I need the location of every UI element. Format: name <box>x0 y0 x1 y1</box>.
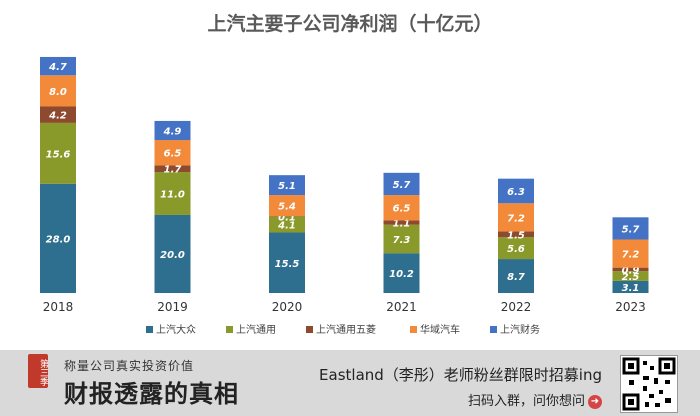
data-label: 0.1 <box>278 212 296 223</box>
data-label: 28.0 <box>46 234 71 245</box>
bar-segment <box>269 216 305 233</box>
bar-segment <box>498 237 534 260</box>
data-label: 4.2 <box>48 111 67 122</box>
data-label: 3.1 <box>622 283 640 294</box>
data-label: 5.1 <box>278 181 296 192</box>
data-label: 6.5 <box>393 204 411 215</box>
bar-segment <box>269 232 305 293</box>
bar-segment <box>40 56 76 76</box>
bar-segment <box>383 195 420 221</box>
data-label: 6.3 <box>507 187 525 198</box>
legend: 上汽大众 上汽通用 上汽通用五菱 华域汽车 上汽财务 <box>146 323 540 336</box>
x-tick-label: 2021 <box>386 300 417 314</box>
bar-segment <box>40 122 76 184</box>
promo-line-2: 扫码入群，问你想问 ➜ <box>468 390 602 409</box>
data-label: 5.7 <box>393 180 411 191</box>
bar-segment <box>383 253 420 293</box>
legend-swatch <box>410 326 417 333</box>
x-tick-label: 2023 <box>615 300 646 314</box>
bars-group: 28.0 15.6 4.2 8.0 4.7 20.0 11.0 1.7 6.5 4.9 15.5 4.… <box>40 56 649 294</box>
data-label: 4.1 <box>277 221 296 232</box>
bar-segment <box>498 259 534 293</box>
promo-banner <box>0 350 700 416</box>
data-label: 15.6 <box>46 149 71 160</box>
legend-label: 上汽大众 <box>156 323 196 336</box>
bar-segment <box>498 203 534 232</box>
chart-title: 上汽主要子公司净利润（十亿元） <box>207 12 492 35</box>
bar-segment <box>40 183 76 293</box>
legend-label: 上汽财务 <box>500 323 540 336</box>
data-label: 4.7 <box>48 62 67 73</box>
x-axis: 2018 2019 2020 2021 2022 2023 <box>43 300 646 314</box>
bar-segment <box>612 267 649 272</box>
arrow-right-circle-icon[interactable]: ➜ <box>588 394 602 409</box>
data-label: 11.0 <box>160 190 185 201</box>
data-label: 20.0 <box>160 250 185 261</box>
data-label: 2.5 <box>622 272 640 283</box>
promo-line-2-text: 扫码入群，问你想问 <box>467 394 585 409</box>
data-label: 5.4 <box>278 202 296 213</box>
legend-label: 华域汽车 <box>420 323 460 336</box>
x-tick-label: 2022 <box>501 300 532 314</box>
data-label: 8.0 <box>49 87 67 98</box>
data-label: 8.7 <box>507 272 525 283</box>
bar-segment <box>154 120 191 141</box>
season-badge: 第三季 <box>28 354 48 388</box>
stacked-bar-chart: 上汽主要子公司净利润（十亿元） 28.0 15.6 4.2 8.0 4.7 20.0 11.… <box>40 12 649 336</box>
qr-code-icon <box>622 357 676 411</box>
x-tick-label: 2018 <box>43 300 74 314</box>
bar-segment <box>154 172 191 215</box>
legend-swatch <box>490 326 497 333</box>
data-label: 6.5 <box>164 149 182 160</box>
bar-segment <box>269 195 305 217</box>
promo-line-1: Eastland（李彤）老师粉丝群限时招募ing <box>319 366 602 384</box>
data-label: 1.1 <box>393 219 411 230</box>
bar-segment <box>498 231 534 238</box>
bar-segment <box>612 217 649 240</box>
x-tick-label: 2020 <box>272 300 303 314</box>
bar-segment <box>498 178 534 204</box>
data-label: 15.5 <box>275 259 300 270</box>
qr-code[interactable] <box>620 355 678 413</box>
bar-segment <box>154 214 191 293</box>
x-tick-label: 2019 <box>157 300 188 314</box>
bar-segment <box>383 220 420 225</box>
bar-segment <box>383 224 420 254</box>
data-label: 5.6 <box>507 244 525 255</box>
bar-segment <box>612 239 649 268</box>
banner-subtitle: 称量公司真实投资价值 <box>64 359 195 373</box>
bar-segment <box>40 75 76 107</box>
bar-segment <box>612 271 649 281</box>
bar-segment <box>383 172 420 196</box>
data-label: 10.2 <box>389 269 414 280</box>
data-label: 1.7 <box>164 165 182 176</box>
legend-swatch <box>146 326 153 333</box>
legend-swatch <box>226 326 233 333</box>
bar-segment <box>40 106 76 123</box>
legend-swatch <box>306 326 313 333</box>
data-label: 4.9 <box>163 126 182 137</box>
bar-segment <box>154 140 191 166</box>
bar-segment <box>269 216 305 217</box>
data-label: 7.3 <box>393 235 411 246</box>
bar-segment <box>269 175 305 196</box>
data-label: 7.2 <box>507 213 525 224</box>
data-label: 0.9 <box>622 265 640 276</box>
legend-label: 上汽通用 <box>236 323 276 336</box>
banner-main-title: 财报透露的真相 <box>64 379 239 408</box>
bar-segment <box>612 280 649 293</box>
data-label: 7.2 <box>622 250 640 261</box>
bar-segment <box>154 165 191 173</box>
data-label: 1.5 <box>507 230 525 241</box>
legend-label: 上汽通用五菱 <box>316 323 376 336</box>
data-label: 5.7 <box>622 224 640 235</box>
